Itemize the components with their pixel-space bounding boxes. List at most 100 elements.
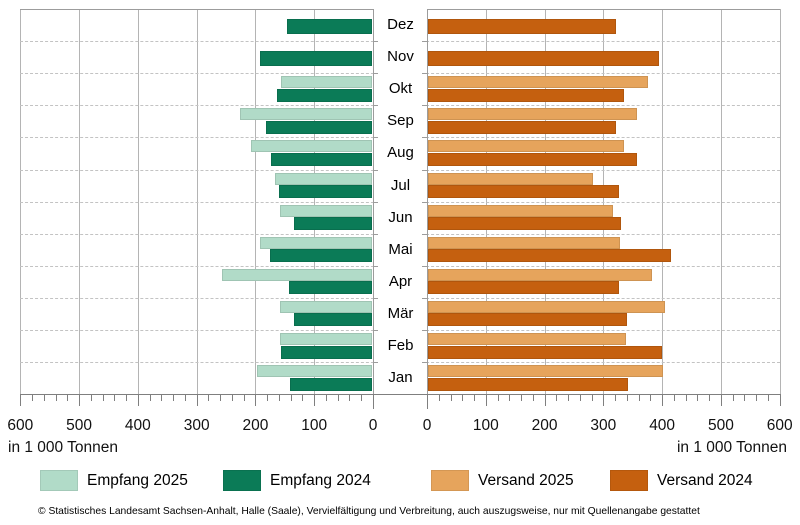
- bar-empfang-2025-aug: [250, 140, 372, 153]
- axis-tick-left: [79, 394, 81, 407]
- axis-tick-right: [509, 394, 511, 402]
- month-label-jul: Jul: [390, 176, 411, 194]
- bar-empfang-2024-mai: [269, 249, 372, 263]
- axis-tick-left: [149, 394, 151, 402]
- axis-tick-right: [521, 394, 523, 402]
- bar-versand-2024-mär: [428, 313, 628, 327]
- bar-empfang-2025-jan: [257, 365, 372, 378]
- bar-empfang-2024-jun: [293, 217, 372, 231]
- bar-empfang-2025-jun: [279, 204, 372, 217]
- month-boundary-tick: [422, 201, 427, 203]
- axis-tick-left: [67, 394, 69, 402]
- bar-empfang-2024-apr: [289, 281, 372, 295]
- month-boundary-tick: [373, 330, 378, 331]
- axis-tick-left: [243, 394, 245, 402]
- axis-tick-right: [685, 394, 687, 402]
- bar-empfang-2025-jul: [275, 172, 372, 185]
- axis-tick-right: [756, 394, 758, 402]
- axis-tick-left: [126, 394, 128, 402]
- bar-empfang-2025-apr: [222, 268, 372, 281]
- axis-tick-left: [337, 394, 339, 402]
- bar-empfang-2025-sep: [240, 108, 372, 121]
- axis-tick-right: [591, 394, 593, 402]
- axis-tick-label-left: 600: [7, 417, 34, 434]
- bar-versand-2025-apr: [428, 268, 652, 281]
- month-label-dez: Dez: [387, 16, 414, 34]
- month-boundary-tick: [422, 169, 427, 171]
- month-boundary-tick: [422, 73, 427, 75]
- month-boundary-tick: [422, 362, 427, 364]
- axis-tick-left: [278, 394, 280, 402]
- axis-tick-left: [349, 394, 351, 402]
- bar-empfang-2025-mai: [259, 236, 372, 249]
- axis-tick-label-left: 100: [301, 417, 328, 434]
- axis-tick-right: [720, 394, 722, 407]
- bar-versand-2024-okt: [428, 88, 624, 102]
- right-axis-unit-label: in 1 000 Tonnen: [676, 439, 787, 456]
- month-boundary-tick: [373, 362, 378, 364]
- axis-tick-right: [662, 394, 664, 407]
- axis-tick-right: [462, 394, 464, 402]
- axis-tick-left: [114, 394, 116, 402]
- legend-item-versand-2025: Versand 2025: [431, 470, 574, 491]
- axis-tick-right: [697, 394, 699, 402]
- axis-tick-right: [638, 394, 640, 402]
- bar-versand-2025-mär: [428, 300, 665, 313]
- axis-tick-label-left: 0: [368, 417, 378, 434]
- month-boundary-tick: [422, 265, 427, 267]
- bar-versand-2024-mai: [428, 249, 671, 263]
- copyright-footer: © Statistisches Landesamt Sachsen-Anhalt…: [38, 506, 700, 517]
- month-boundary-tick: [422, 233, 427, 235]
- month-label-sep: Sep: [387, 112, 414, 130]
- month-boundary-tick: [422, 105, 427, 107]
- axis-tick-label-left: 300: [183, 417, 210, 434]
- axis-tick-label-right: 400: [649, 417, 676, 434]
- axis-tick-right: [474, 394, 476, 402]
- bar-versand-2025-okt: [428, 76, 648, 89]
- legend-label: Versand 2025: [478, 471, 574, 489]
- legend-swatch-versand-2024: [610, 470, 648, 491]
- axis-tick-left: [20, 394, 22, 407]
- axis-tick-label-right: 600: [766, 417, 793, 434]
- bar-versand-2025-jan: [428, 365, 664, 378]
- legend-label: Versand 2024: [657, 471, 753, 489]
- bar-empfang-2024-feb: [280, 345, 372, 359]
- month-label-okt: Okt: [388, 80, 413, 98]
- axis-tick-left: [267, 394, 269, 402]
- bar-empfang-2024-jan: [289, 377, 372, 391]
- month-label-mai: Mai: [388, 240, 413, 258]
- axis-tick-left: [231, 394, 233, 402]
- month-boundary-tick: [422, 137, 427, 139]
- month-label-mär: Mär: [387, 304, 414, 322]
- bar-versand-2025-sep: [428, 108, 637, 121]
- axis-tick-left: [32, 394, 34, 402]
- axis-tick-left: [102, 394, 104, 402]
- month-boundary-tick: [373, 137, 378, 139]
- month-boundary-tick: [373, 297, 378, 299]
- bar-empfang-2024-aug: [271, 152, 372, 166]
- axis-tick-right: [767, 394, 769, 402]
- month-label-apr: Apr: [388, 272, 413, 290]
- month-label-feb: Feb: [387, 337, 414, 355]
- bar-versand-2024-apr: [428, 281, 620, 295]
- axis-tick-left: [220, 394, 222, 402]
- axis-tick-label-right: 100: [472, 417, 499, 434]
- axis-tick-left: [373, 394, 374, 410]
- legend-label: Empfang 2025: [87, 471, 188, 489]
- bar-empfang-2024-mär: [293, 313, 372, 327]
- axis-tick-right: [568, 394, 570, 402]
- gridline-right: [779, 9, 781, 395]
- axis-tick-right: [544, 394, 546, 407]
- axis-tick-right: [650, 394, 652, 402]
- axis-tick-left: [161, 394, 163, 402]
- axis-tick-right: [615, 394, 617, 402]
- bar-empfang-2024-sep: [266, 120, 372, 134]
- bar-versand-2024-jul: [428, 185, 620, 198]
- axis-tick-right: [427, 394, 428, 410]
- axis-tick-left: [90, 394, 92, 402]
- axis-tick-right: [709, 394, 711, 402]
- month-boundary-tick: [373, 41, 378, 43]
- bar-empfang-2025-feb: [280, 333, 372, 345]
- bar-versand-2024-aug: [428, 152, 637, 166]
